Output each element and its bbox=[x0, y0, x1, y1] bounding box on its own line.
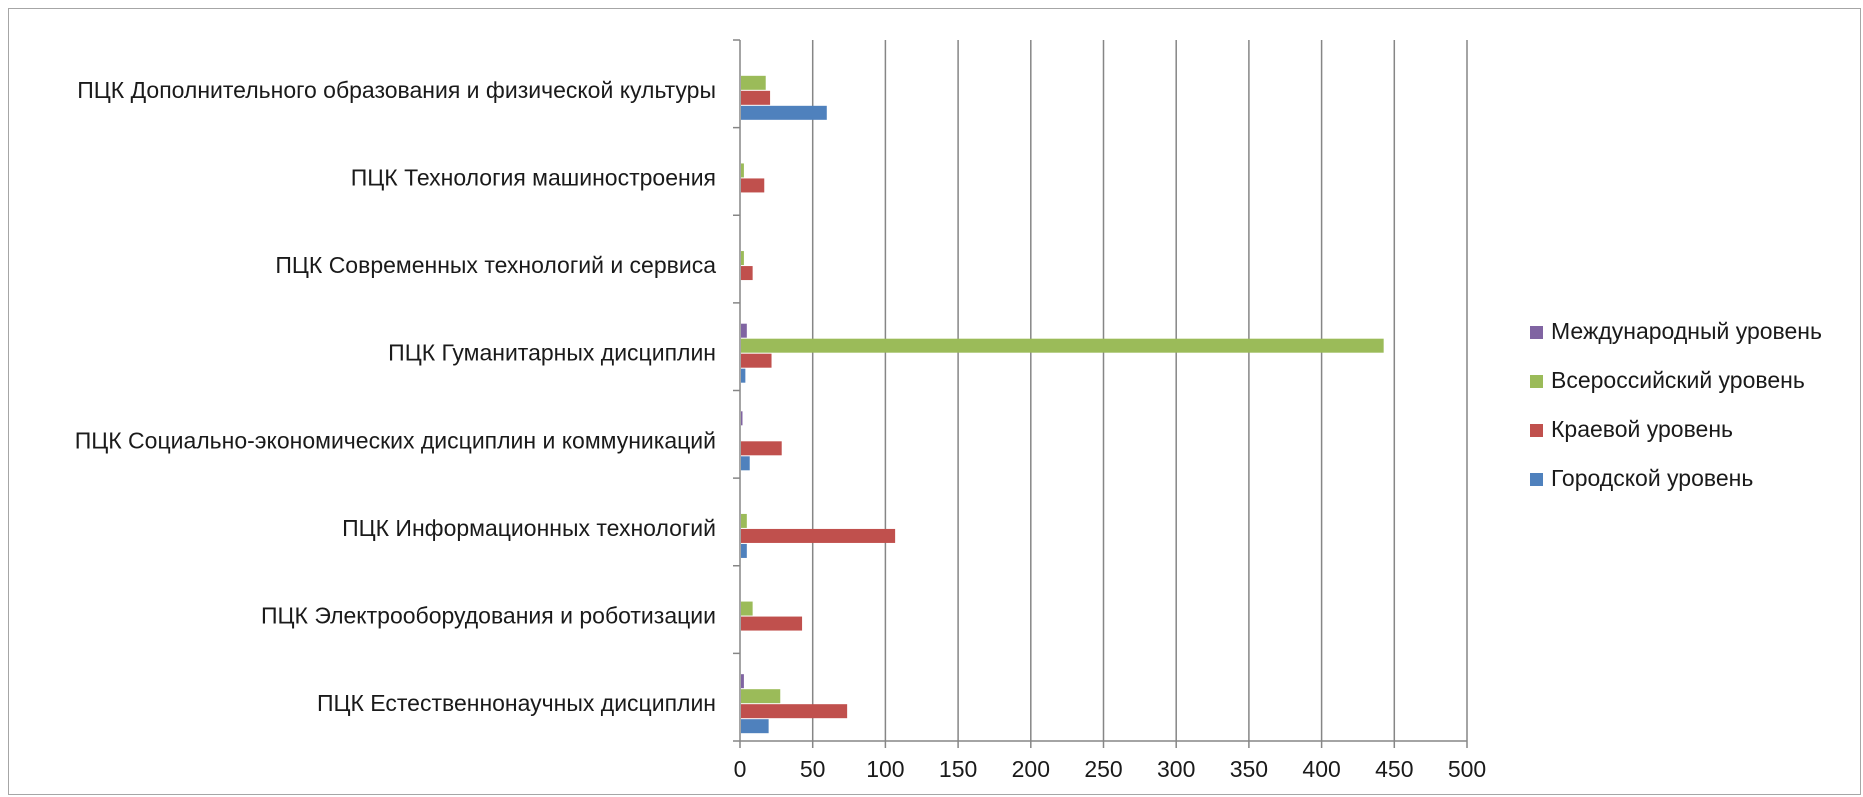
category-label: ПЦК Информационных технологий bbox=[342, 515, 716, 541]
legend-swatch bbox=[1530, 326, 1543, 339]
bar-2-4 bbox=[741, 441, 782, 456]
chart-frame bbox=[8, 8, 1861, 795]
bar-2-7 bbox=[741, 178, 765, 193]
bar-2-2 bbox=[741, 616, 803, 631]
bar-3-3 bbox=[741, 513, 747, 528]
category-label: ПЦК Технология машиностроения bbox=[351, 164, 716, 190]
legend: Международный уровень Всероссийский урове… bbox=[1530, 318, 1822, 491]
x-tick-label: 200 bbox=[1012, 756, 1050, 782]
bar-3-2 bbox=[741, 601, 753, 616]
bar-2-1 bbox=[741, 704, 848, 719]
x-tick-label: 0 bbox=[734, 756, 747, 782]
x-tick-label: 500 bbox=[1448, 756, 1486, 782]
bar-4-1 bbox=[741, 674, 744, 689]
bar-2-8 bbox=[741, 90, 771, 105]
bar-3-1 bbox=[741, 689, 781, 704]
x-tick-label: 450 bbox=[1375, 756, 1413, 782]
legend-label: Международный уровень bbox=[1551, 318, 1822, 344]
legend-swatch bbox=[1530, 473, 1543, 486]
bar-4-5 bbox=[741, 323, 747, 338]
tick-labels: 0 50 100 150 200 250 300 350 400 450 500 bbox=[734, 756, 1487, 782]
bar-3-6 bbox=[741, 251, 744, 266]
category-label: ПЦК Дополнительного образования и физиче… bbox=[77, 77, 716, 103]
x-tick-label: 50 bbox=[800, 756, 826, 782]
bar-2-6 bbox=[741, 266, 753, 281]
bar-1-8 bbox=[741, 105, 827, 120]
bar-3-5 bbox=[741, 338, 1384, 353]
bar-2-3 bbox=[741, 528, 896, 543]
axes bbox=[733, 39, 1468, 748]
bar-1-3 bbox=[741, 543, 747, 558]
gridlines bbox=[811, 40, 1468, 741]
bar-1-5 bbox=[741, 368, 746, 383]
category-label: ПЦК Естественнонаучных дисциплин bbox=[317, 690, 716, 716]
x-tick-label: 350 bbox=[1230, 756, 1268, 782]
bars bbox=[741, 75, 1384, 734]
legend-label: Всероссийский уровень bbox=[1551, 367, 1805, 393]
x-tick-label: 250 bbox=[1084, 756, 1122, 782]
bar-3-7 bbox=[741, 163, 744, 178]
category-label: ПЦК Гуманитарных дисциплин bbox=[388, 340, 716, 366]
category-label: ПЦК Электрооборудования и роботизации bbox=[261, 603, 716, 629]
legend-label: Городской уровень bbox=[1551, 465, 1753, 491]
category-label: ПЦК Социально-экономических дисциплин и … bbox=[75, 427, 716, 453]
x-tick-label: 400 bbox=[1302, 756, 1340, 782]
legend-swatch bbox=[1530, 375, 1543, 388]
bar-1-1 bbox=[741, 719, 769, 734]
category-label: ПЦК Современных технологий и сервиса bbox=[275, 252, 716, 278]
bar-3-8 bbox=[741, 75, 766, 90]
legend-label: Краевой уровень bbox=[1551, 416, 1733, 442]
category-labels: ПЦК Естественнонаучных дисциплин ПЦК Элек… bbox=[75, 77, 717, 716]
x-tick-label: 150 bbox=[939, 756, 977, 782]
x-tick-label: 100 bbox=[866, 756, 904, 782]
legend-swatch bbox=[1530, 424, 1543, 437]
bar-4-4 bbox=[741, 411, 743, 426]
bar-2-5 bbox=[741, 353, 772, 368]
bar-1-4 bbox=[741, 456, 750, 471]
x-tick-label: 300 bbox=[1157, 756, 1195, 782]
